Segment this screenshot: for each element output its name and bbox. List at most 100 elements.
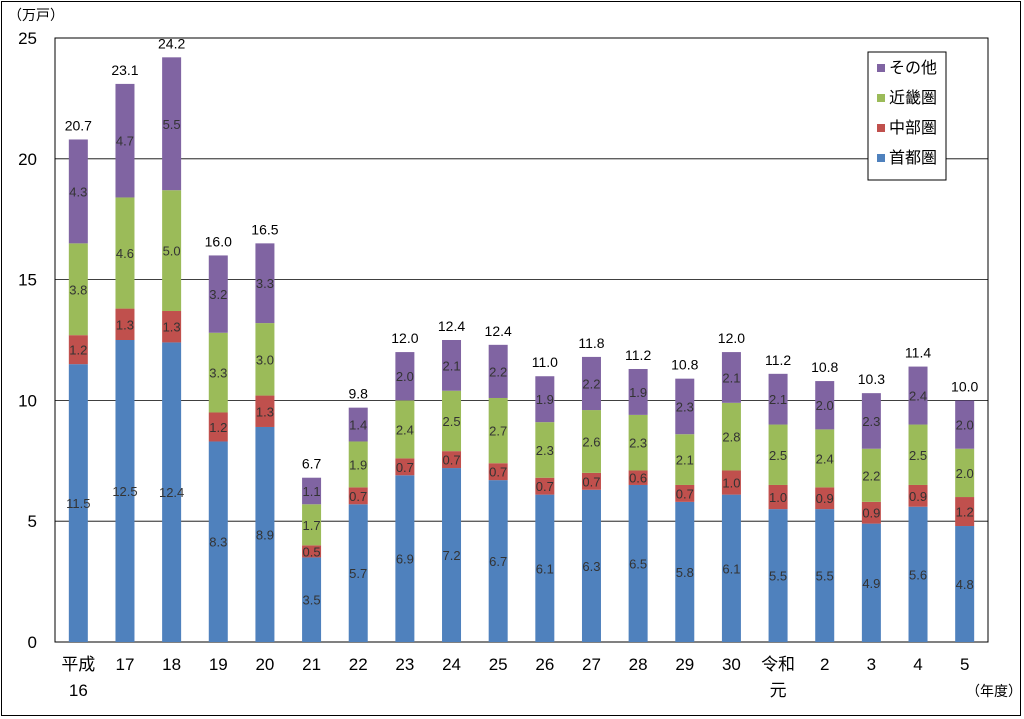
data-label: 2.1 [442, 358, 460, 373]
data-label: 5.6 [909, 567, 927, 582]
y-tick-label: 25 [18, 29, 37, 48]
x-tick-label: 令和 [761, 655, 795, 674]
x-tick-label: 18 [162, 655, 181, 674]
data-label: 1.1 [303, 484, 321, 499]
x-tick-label: 19 [209, 655, 228, 674]
bar-segment-その他 [208, 255, 228, 333]
bar-segment-その他 [721, 352, 741, 403]
bar-segment-首都圏 [955, 526, 975, 642]
bar-segment-近畿圏 [115, 197, 135, 309]
legend-label: その他 [889, 59, 937, 77]
bar-segment-その他 [488, 344, 508, 398]
bar-segment-近畿圏 [535, 422, 555, 478]
data-label: 6.1 [536, 561, 554, 576]
bar-segment-近畿圏 [908, 424, 928, 485]
bar-segment-首都圏 [815, 509, 835, 642]
x-tick-label: 23 [395, 655, 414, 674]
data-label: 6.7 [489, 554, 507, 569]
data-label: 0.7 [442, 453, 460, 468]
bar-segment-首都圏 [581, 489, 601, 642]
data-label: 2.3 [629, 436, 647, 451]
bar-segment-近畿圏 [302, 504, 322, 546]
bar-segment-近畿圏 [488, 397, 508, 464]
bar-segment-近畿圏 [208, 332, 228, 413]
data-label: 1.3 [116, 317, 134, 332]
data-label: 6.9 [396, 552, 414, 567]
bar-segment-中部圏 [861, 501, 881, 524]
bar-segment-近畿圏 [395, 400, 415, 459]
x-tick-label: 平成 [61, 655, 95, 674]
data-label: 0.7 [349, 489, 367, 504]
bar-segment-近畿圏 [68, 243, 88, 336]
data-label: 5.5 [163, 117, 181, 132]
legend-swatch-近畿圏 [877, 94, 885, 102]
bar-segment-首都圏 [302, 557, 322, 642]
data-label: 0.7 [396, 460, 414, 475]
data-label: 3.2 [209, 287, 227, 302]
data-label: 6.5 [629, 556, 647, 571]
total-label: 23.1 [111, 62, 138, 78]
x-tick-label: 30 [722, 655, 741, 674]
data-label: 6.3 [582, 559, 600, 574]
data-label: 1.2 [956, 505, 974, 520]
data-label: 0.9 [909, 489, 927, 504]
x-tick-label: 22 [349, 655, 368, 674]
bar-segment-その他 [395, 352, 415, 401]
bar-segment-近畿圏 [348, 441, 368, 488]
bar-segment-中部圏 [115, 308, 135, 340]
bar-segment-首都圏 [628, 484, 648, 642]
bar-segment-首都圏 [721, 494, 741, 642]
data-label: 4.3 [69, 184, 87, 199]
total-label: 9.8 [348, 386, 368, 402]
data-label: 8.3 [209, 535, 227, 550]
x-tick-label: 5 [960, 655, 969, 674]
data-label: 5.7 [349, 566, 367, 581]
bar-segment-中部圏 [768, 484, 788, 510]
data-label: 5.8 [676, 565, 694, 580]
x-tick-label: 16 [69, 681, 88, 700]
total-label: 12.4 [485, 323, 512, 339]
y-tick-label: 20 [18, 150, 37, 169]
bar-segment-近畿圏 [861, 448, 881, 502]
bar-segment-中部圏 [348, 487, 368, 505]
data-label: 2.4 [909, 389, 927, 404]
bar-segment-その他 [68, 139, 88, 244]
data-label: 1.3 [163, 320, 181, 335]
total-label: 6.7 [302, 456, 322, 472]
bar-segment-近畿圏 [255, 323, 275, 396]
x-unit-label: （年度） [966, 683, 1022, 699]
data-label: 4.8 [956, 577, 974, 592]
bar-segment-首都圏 [908, 506, 928, 642]
data-label: 2.3 [536, 443, 554, 458]
bar-segment-その他 [348, 407, 368, 442]
data-label: 1.2 [209, 420, 227, 435]
data-label: 2.0 [956, 418, 974, 433]
x-tick-label: 17 [116, 655, 135, 674]
data-label: 3.0 [256, 352, 274, 367]
data-label: 6.1 [722, 561, 740, 576]
data-label: 2.7 [489, 424, 507, 439]
data-label: 0.5 [303, 544, 321, 559]
total-label: 12.0 [718, 330, 745, 346]
bar-segment-近畿圏 [581, 410, 601, 473]
y-tick-label: 0 [28, 633, 37, 652]
total-label: 12.0 [391, 330, 418, 346]
bar-segment-首都圏 [115, 340, 135, 642]
total-label: 24.2 [158, 35, 185, 51]
total-label: 11.2 [765, 352, 791, 368]
bar-segment-中部圏 [395, 458, 415, 476]
bar-segment-中部圏 [581, 472, 601, 490]
total-label: 11.4 [905, 345, 931, 361]
data-label: 1.2 [69, 343, 87, 358]
bar-segment-その他 [675, 378, 695, 435]
legend-swatch-首都圏 [877, 154, 885, 162]
x-tick-label: 20 [255, 655, 274, 674]
total-label: 11.0 [532, 354, 558, 370]
data-label: 2.1 [769, 392, 787, 407]
data-label: 1.9 [629, 385, 647, 400]
data-label: 2.0 [396, 369, 414, 384]
y-tick-label: 5 [28, 512, 37, 531]
bar-segment-中部圏 [208, 412, 228, 442]
total-label: 11.8 [578, 335, 604, 351]
data-label: 4.7 [116, 134, 134, 149]
